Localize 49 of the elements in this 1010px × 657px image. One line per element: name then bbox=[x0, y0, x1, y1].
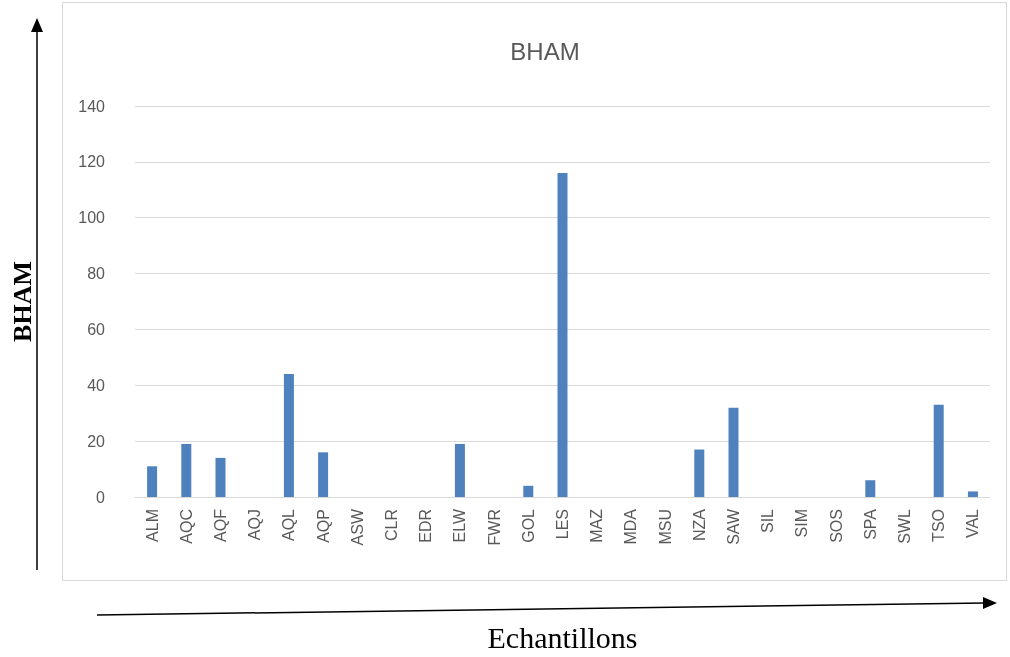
x-tick-label: MDA bbox=[622, 508, 640, 545]
y-tick-label: 0 bbox=[96, 488, 106, 506]
x-tick-label: AQL bbox=[280, 508, 298, 542]
x-tick-label: SAW bbox=[725, 508, 742, 545]
x-tick-label: AQC bbox=[177, 509, 195, 544]
bar bbox=[728, 407, 739, 497]
x-tick-label: AQP bbox=[314, 509, 332, 543]
bar bbox=[215, 457, 226, 497]
bar bbox=[967, 491, 978, 497]
bar bbox=[147, 466, 158, 497]
y-axis-title: BHAM bbox=[7, 261, 37, 342]
x-tick-label: SIM bbox=[793, 509, 811, 538]
bar bbox=[865, 480, 876, 497]
chart-title: BHAM bbox=[510, 37, 580, 65]
y-tick-label: 20 bbox=[87, 432, 106, 450]
x-tick-label: SWL bbox=[896, 508, 913, 544]
bar bbox=[933, 404, 944, 497]
y-tick-label: 60 bbox=[87, 320, 106, 338]
x-tick-label: SIL bbox=[759, 508, 777, 534]
bar bbox=[557, 173, 568, 497]
y-tick-label: 120 bbox=[78, 153, 106, 171]
bar bbox=[454, 443, 465, 497]
x-tick-label: ALM bbox=[143, 509, 161, 542]
bar bbox=[318, 452, 329, 497]
x-tick-label: ELW bbox=[451, 508, 469, 543]
x-tick-label: AQJ bbox=[246, 509, 264, 541]
x-tick-label: SPA bbox=[861, 508, 879, 540]
bar bbox=[181, 443, 192, 497]
x-tick-label: SOS bbox=[827, 509, 845, 543]
bar bbox=[523, 485, 534, 497]
x-tick-label: NZA bbox=[690, 508, 708, 541]
x-axis-title: Echantillons bbox=[487, 620, 638, 654]
x-tick-label: EDR bbox=[417, 509, 435, 543]
y-tick-label: 100 bbox=[78, 209, 106, 227]
x-tick-label: MSU bbox=[656, 509, 674, 545]
x-tick-label: CLR bbox=[383, 509, 400, 542]
x-tick-label: TSO bbox=[930, 509, 948, 542]
y-tick-label: 140 bbox=[78, 97, 106, 115]
x-tick-label: GOL bbox=[519, 508, 537, 543]
bar bbox=[694, 449, 705, 497]
x-tick-label: VAL bbox=[964, 508, 982, 539]
x-tick-label: LES bbox=[554, 509, 571, 540]
y-tick-label: 80 bbox=[87, 265, 106, 283]
x-tick-label: FWR bbox=[485, 509, 503, 546]
x-tick-label: ASW bbox=[348, 508, 366, 546]
y-tick-label: 40 bbox=[87, 376, 106, 394]
x-tick-label: MAZ bbox=[588, 508, 606, 543]
bar bbox=[283, 374, 294, 497]
x-tick-label: AQF bbox=[212, 508, 229, 542]
